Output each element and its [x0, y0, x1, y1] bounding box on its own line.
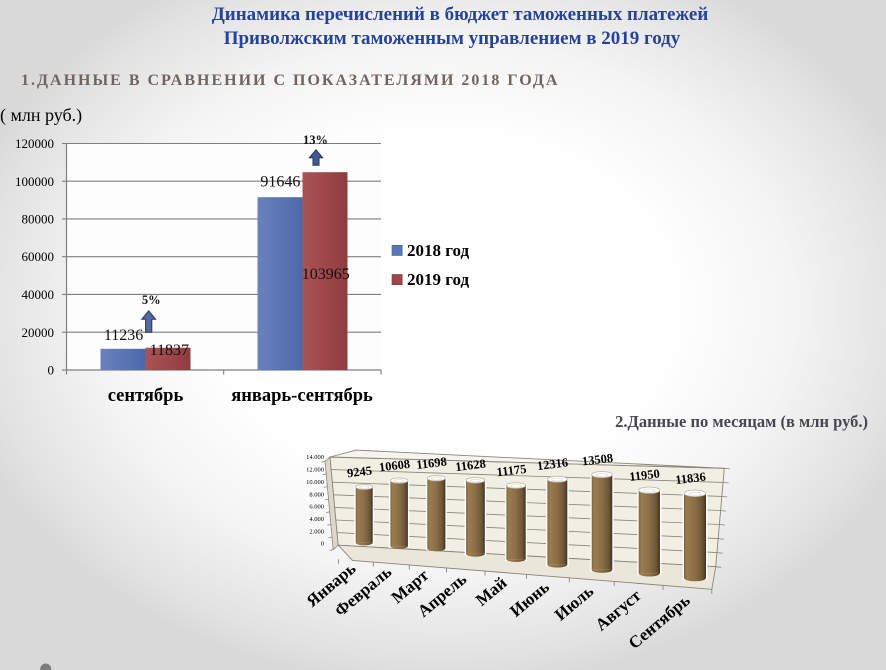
svg-text:103965: 103965: [302, 266, 350, 283]
svg-text:сентябрь: сентябрь: [108, 386, 184, 406]
svg-text:11950: 11950: [628, 466, 660, 484]
svg-text:11698: 11698: [415, 454, 447, 472]
svg-text:80000: 80000: [22, 212, 55, 227]
svg-text:январь-сентябрь: январь-сентябрь: [231, 386, 373, 406]
svg-text:0: 0: [321, 541, 324, 548]
svg-text:14.000: 14.000: [306, 454, 324, 461]
svg-text:20000: 20000: [22, 325, 55, 340]
svg-text:40000: 40000: [22, 287, 55, 302]
svg-text:11628: 11628: [454, 457, 486, 475]
svg-text:8.000: 8.000: [309, 491, 324, 498]
svg-text:11836: 11836: [674, 470, 706, 488]
svg-text:6.000: 6.000: [309, 504, 324, 511]
svg-text:91646: 91646: [260, 174, 300, 191]
svg-text:5%: 5%: [142, 293, 161, 307]
svg-text:Июнь: Июнь: [506, 577, 553, 620]
svg-text:4.000: 4.000: [309, 516, 324, 523]
svg-text:Май: Май: [472, 573, 511, 610]
svg-text:10608: 10608: [378, 457, 411, 475]
svg-text:2.000: 2.000: [309, 528, 324, 535]
svg-text:120000: 120000: [15, 136, 54, 151]
svg-text:13508: 13508: [581, 451, 614, 469]
svg-text:12316: 12316: [536, 455, 569, 473]
svg-text:11837: 11837: [150, 342, 189, 359]
svg-text:9245: 9245: [346, 463, 373, 480]
svg-text:10.000: 10.000: [306, 479, 324, 486]
svg-text:100000: 100000: [15, 174, 54, 189]
svg-text:12.000: 12.000: [306, 467, 324, 474]
svg-text:2018 год: 2018 год: [407, 241, 470, 260]
svg-text:2019 год: 2019 год: [407, 270, 470, 289]
svg-text:11175: 11175: [496, 462, 527, 480]
svg-text:13%: 13%: [303, 133, 328, 147]
svg-text:Июль: Июль: [551, 581, 597, 624]
svg-text:60000: 60000: [22, 249, 55, 264]
svg-text:0: 0: [48, 363, 55, 378]
svg-text:11236: 11236: [104, 327, 143, 344]
